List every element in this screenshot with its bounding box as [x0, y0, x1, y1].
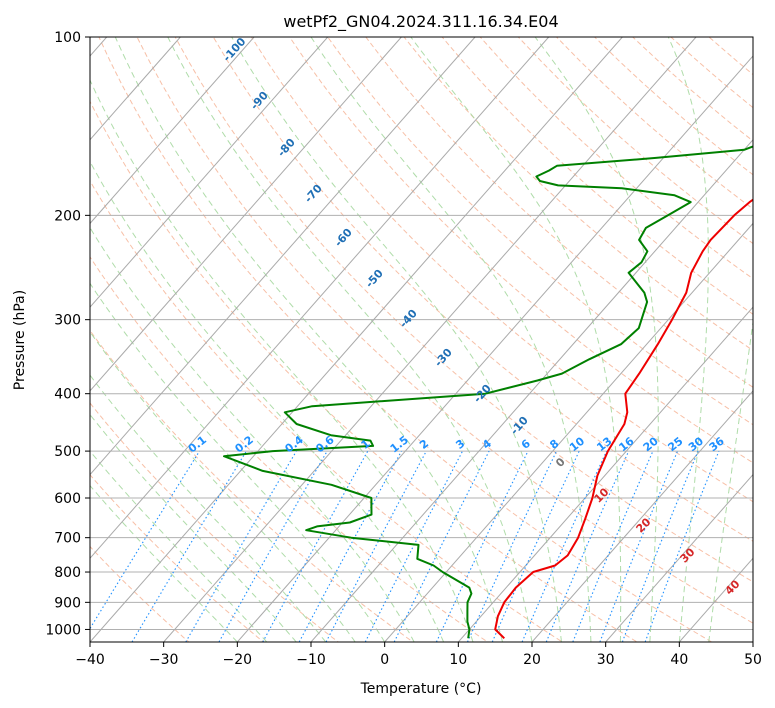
moist-adiabat-line: [90, 450, 268, 642]
dry-adiabat-line: [98, 37, 713, 642]
moist-adiabat-line: [310, 37, 592, 642]
y-tick-label: 600: [54, 491, 81, 507]
moist-adiabat-line: [231, 37, 562, 642]
dry-adiabat-line: [90, 100, 638, 642]
isotherm-line: [605, 473, 753, 642]
isotherm-line: [90, 37, 181, 141]
x-axis-ticks: −40 −30 −20 −10 0 10 20 30 40 50: [75, 642, 762, 668]
moist-adiabat-line: [534, 37, 659, 642]
temperature-profile-line: [494, 198, 753, 640]
mixing-ratio-line: [218, 450, 328, 642]
mixing-ratio-line: [393, 450, 490, 642]
isotherm-line: [531, 390, 753, 642]
moist-adiabat-line: [90, 160, 445, 642]
mixing-ratio-line: [90, 450, 200, 630]
dry-adiabat-line: [174, 37, 753, 583]
moist-adiabat-line: [708, 318, 753, 642]
x-tick-label: −20: [223, 652, 253, 668]
dry-adiabat-line: [289, 37, 753, 464]
dry-adiabat-line: [90, 329, 414, 642]
isotherm-line: [236, 55, 753, 642]
mixing-ratio-line: [621, 450, 699, 642]
isotherm-line: [90, 37, 623, 642]
mixing-ratio-line: [644, 450, 720, 642]
mixing-ratio-line: [364, 450, 463, 642]
moist-adiabat-line: [90, 413, 297, 642]
plot-frame: [89, 36, 754, 643]
dewpoint-profile-line: [223, 145, 753, 639]
x-tick-label: 50: [744, 652, 762, 668]
y-tick-label: 700: [54, 531, 81, 547]
mixing-ratio-line: [262, 450, 369, 642]
x-tick-label: −40: [75, 652, 105, 668]
dry-adiabat-line: [90, 402, 340, 642]
y-tick-label: 800: [54, 565, 81, 581]
dry-adiabat-line: [90, 179, 564, 642]
y-tick-label: 1000: [45, 622, 81, 638]
moist-adiabat-line: [90, 331, 356, 642]
moist-adiabat-line: [410, 37, 622, 642]
y-axis-label: Pressure (hPa): [12, 290, 28, 390]
isotherm-line: [457, 306, 753, 642]
x-tick-label: −10: [296, 652, 326, 668]
pressure-gridlines: [90, 37, 753, 630]
dry-adiabat-line: [403, 37, 753, 352]
x-tick-label: −30: [149, 652, 179, 668]
dry-adiabat-line: [136, 37, 753, 624]
moist-adiabats: [90, 37, 753, 642]
dry-adiabat-line: [250, 37, 753, 503]
moist-adiabat-line: [90, 484, 238, 642]
dry-adiabat-line: [90, 474, 265, 642]
isotherm-line: [310, 138, 753, 642]
isotherm-line: [163, 37, 697, 642]
mixing-ratio-line: [599, 450, 679, 642]
dry-adiabat-line: [90, 545, 190, 642]
x-axis-label: Temperature (°C): [360, 681, 482, 697]
dry-adiabat-line: [365, 37, 753, 388]
y-axis-ticks: 100 200 300 400 500 600 700 800 900 1000: [45, 30, 90, 638]
isotherm-line: [90, 37, 402, 392]
mixing-ratio-line: [298, 450, 402, 642]
y-tick-label: 400: [54, 387, 81, 403]
y-tick-label: 300: [54, 313, 81, 329]
moist-adiabat-line: [114, 37, 503, 642]
chart-title: wetPf2_GN04.2024.311.16.34.E04: [283, 12, 558, 32]
dry-adiabat-line: [90, 256, 489, 642]
moist-adiabat-line: [90, 282, 386, 642]
isotherm-line: [384, 222, 753, 642]
mixing-ratio-line: [545, 450, 630, 642]
profiles: [223, 145, 753, 640]
skewed-isotherms: [90, 37, 753, 642]
moist-adiabat-line: [167, 37, 533, 642]
isotherm-line: [90, 37, 476, 476]
isotherm-line: [90, 37, 550, 560]
moist-adiabat-line: [667, 37, 709, 642]
x-tick-label: 20: [523, 652, 541, 668]
mixing-ratio-line: [572, 450, 654, 642]
x-tick-label: 0: [380, 652, 389, 668]
isotherm-line: [90, 37, 329, 308]
isotherm-line: [90, 37, 255, 225]
x-tick-label: 30: [597, 652, 615, 668]
moist-adiabat-line: [90, 78, 474, 642]
y-tick-label: 100: [54, 30, 81, 46]
y-tick-label: 200: [54, 208, 81, 224]
x-tick-label: 40: [670, 652, 688, 668]
y-tick-label: 900: [54, 595, 81, 611]
moist-adiabat-line: [90, 374, 327, 642]
dry-adiabat-line: [441, 37, 753, 315]
x-tick-label: 10: [449, 652, 467, 668]
y-tick-label: 500: [54, 444, 81, 460]
plot-area: 0.1 0.2 0.4 0.6 1 1.5 2 3 4 6 8 10 13 16 20 25 30 36-100-…: [90, 37, 753, 642]
